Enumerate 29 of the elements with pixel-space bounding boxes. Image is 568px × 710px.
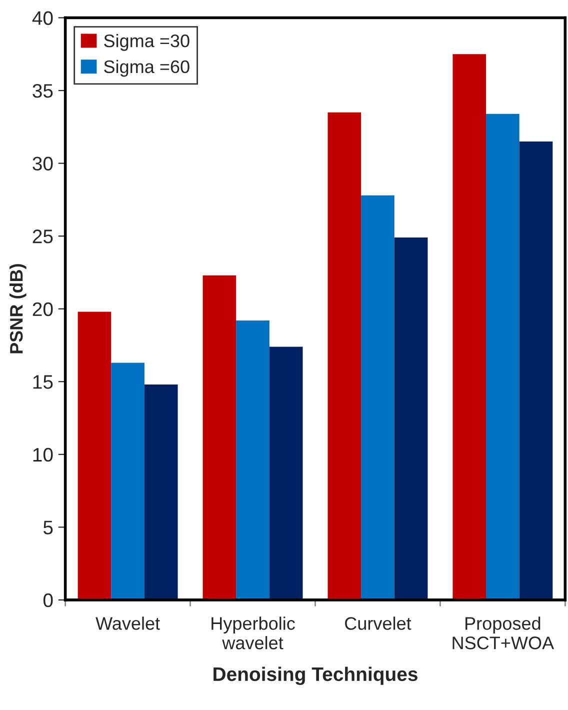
- bar: [394, 238, 428, 600]
- y-tick-label: 20: [32, 302, 53, 316]
- y-tick-label: 30: [32, 156, 53, 171]
- bar: [144, 384, 178, 600]
- bar: [111, 362, 144, 600]
- bar: [269, 346, 303, 600]
- y-tick-label: 35: [32, 84, 53, 98]
- y-tick-label: 25: [32, 230, 53, 244]
- bar: [361, 195, 394, 600]
- bar: [519, 141, 553, 600]
- bar: [202, 275, 236, 600]
- x-tick-label: Proposed NSCT+WOA: [452, 616, 554, 650]
- legend-label: Sigma =30: [104, 34, 190, 51]
- y-tick-label: 5: [43, 520, 53, 534]
- y-tick-label: 40: [32, 11, 53, 25]
- y-axis-title: PSNR (dB): [10, 264, 26, 354]
- bar: [486, 114, 520, 600]
- y-tick-label: 0: [43, 593, 53, 608]
- x-tick-label: Hyperbolic wavelet: [212, 616, 295, 650]
- bar: [328, 112, 362, 600]
- x-tick-label: Wavelet: [96, 616, 160, 630]
- legend-label: Sigma =60: [104, 60, 190, 77]
- y-tick-label: 15: [33, 375, 53, 389]
- x-axis-title: Denoising Techniques: [214, 666, 418, 685]
- bar: [452, 54, 486, 600]
- x-tick-label: Curvelet: [345, 616, 412, 630]
- bar: [236, 320, 270, 600]
- y-tick-label: 10: [33, 448, 53, 462]
- bar: [78, 312, 112, 600]
